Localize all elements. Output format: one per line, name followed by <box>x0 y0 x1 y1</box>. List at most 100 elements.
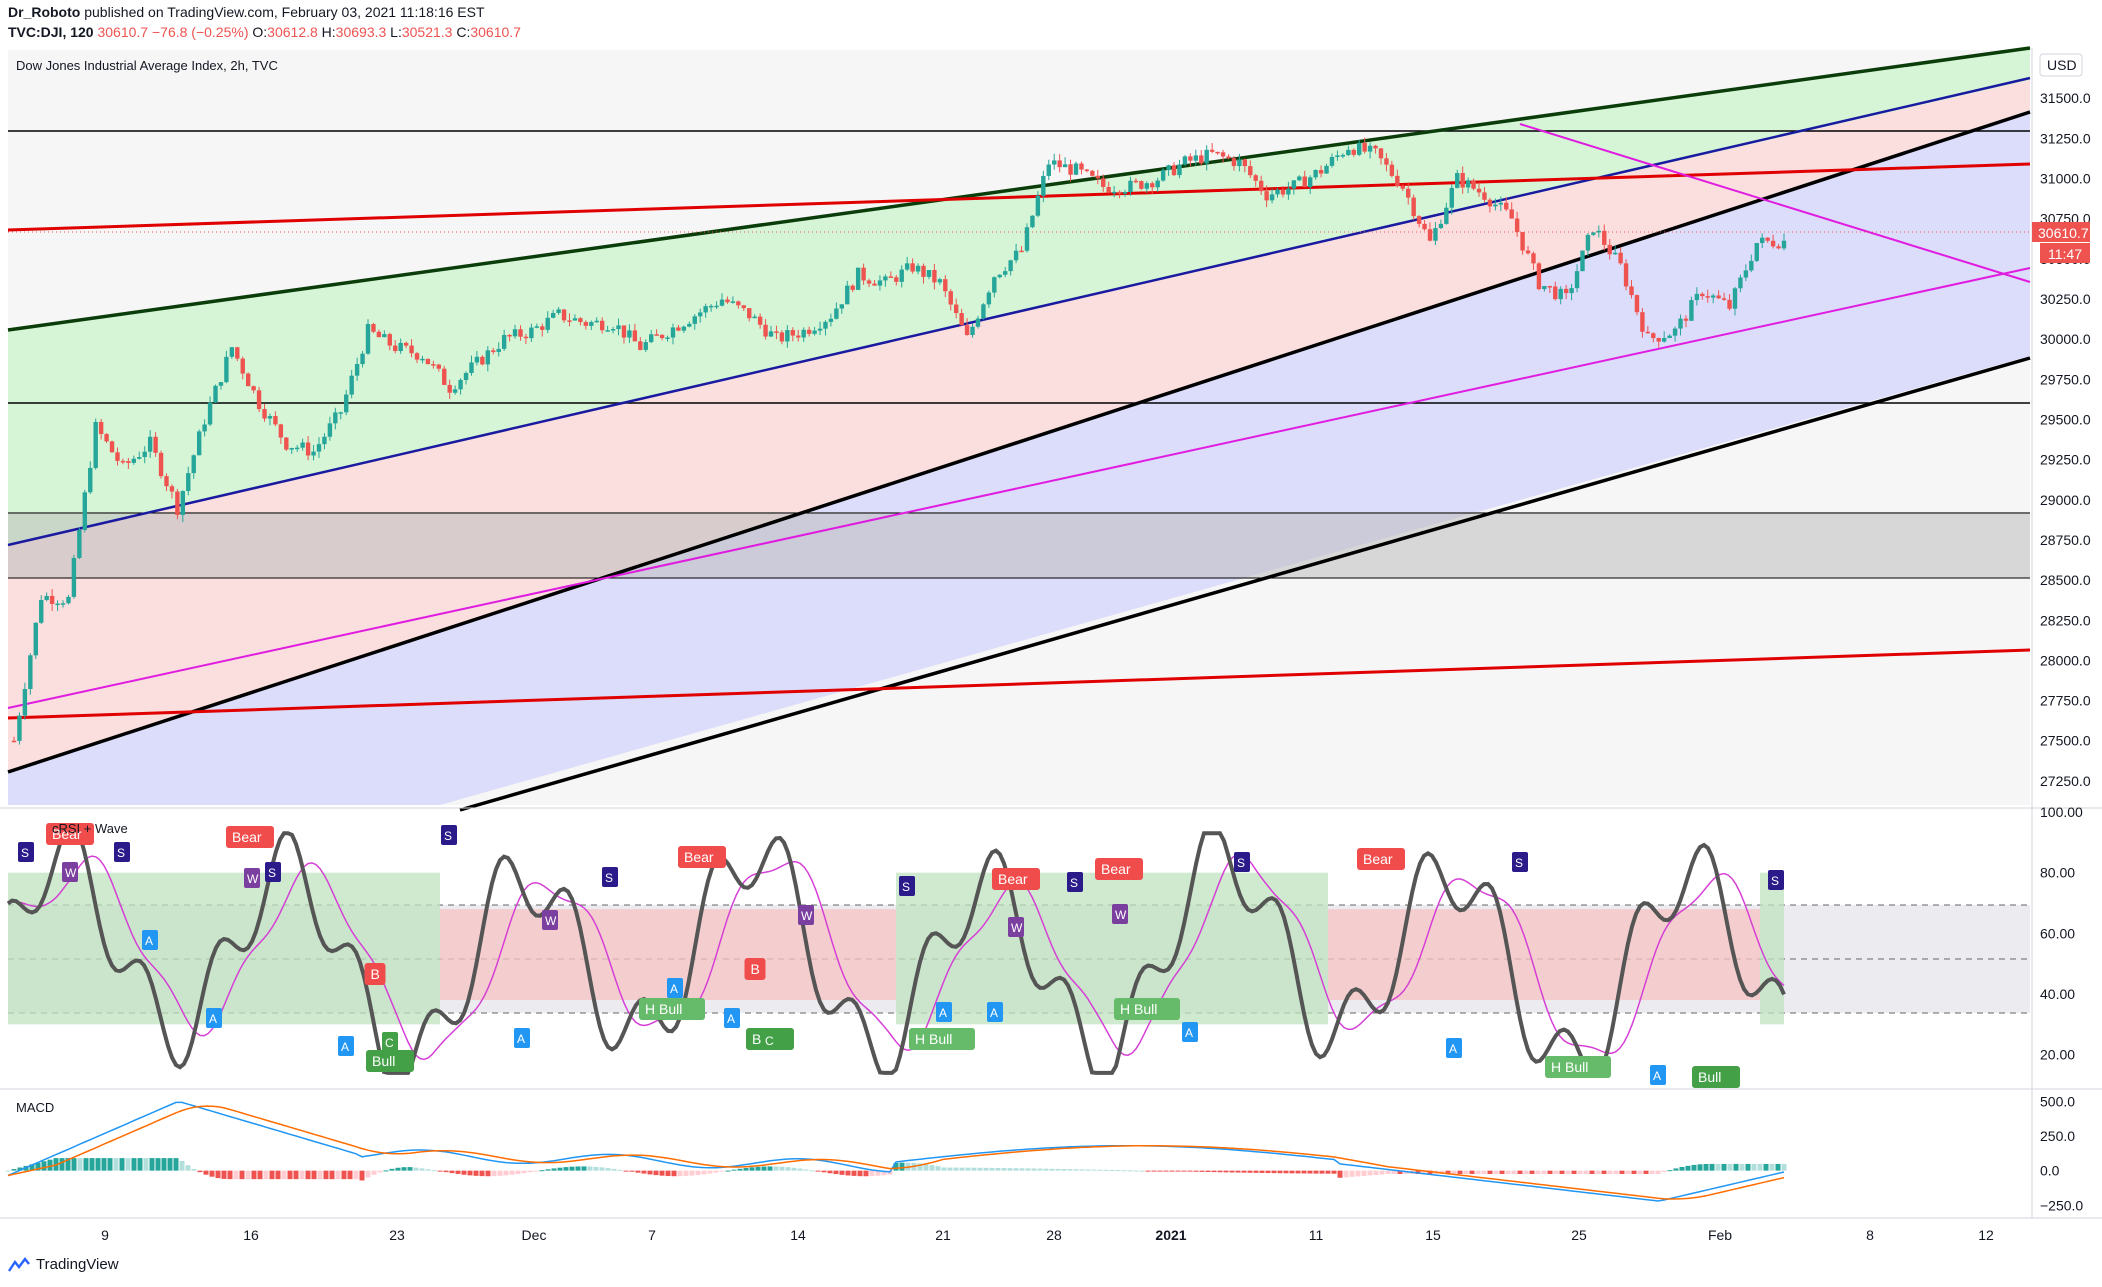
rsi-wave-badge[interactable] <box>602 867 618 887</box>
footer-brand[interactable]: TradingView <box>8 1256 119 1273</box>
rsi-wave-badge[interactable] <box>142 930 158 950</box>
rsi-signal-badge[interactable] <box>1692 1066 1740 1088</box>
rsi-wave-badge[interactable] <box>667 978 683 998</box>
macd-histogram-bar <box>1337 1170 1343 1178</box>
candle-body <box>82 492 87 530</box>
rsi-signal-badge[interactable] <box>992 868 1040 890</box>
candle-body <box>550 313 556 318</box>
macd-histogram-bar <box>1691 1164 1697 1171</box>
price-axis[interactable]: 31500.031250.031000.030750.030500.030250… <box>2040 90 2091 789</box>
candle-body <box>289 448 294 450</box>
channel-top-line[interactable] <box>7 46 2031 332</box>
magenta-trend-lower[interactable] <box>7 267 2031 709</box>
rsi-wave-badge[interactable] <box>798 905 814 925</box>
rsi-wave-badge[interactable] <box>936 1002 952 1022</box>
rsi-wave-badge[interactable] <box>724 1008 740 1028</box>
macd-histogram-bar <box>659 1170 665 1176</box>
rsi-signal-badge[interactable] <box>909 1028 975 1050</box>
candle-body <box>1335 155 1340 157</box>
price-tick-label: 28500.0 <box>2040 572 2091 588</box>
rsi-wave-badge[interactable] <box>514 1028 530 1048</box>
macd-histogram-bar <box>353 1170 359 1180</box>
candle-body <box>817 328 823 331</box>
rsi-signal-badge[interactable] <box>678 846 726 868</box>
macd-histogram-bar <box>1589 1170 1595 1174</box>
rsi-signal-badge[interactable] <box>1095 858 1143 880</box>
rsi-wave-badge[interactable] <box>987 1002 1003 1022</box>
rsi-signal-badge[interactable] <box>364 963 386 985</box>
rsi-cloud-segment <box>1328 909 1352 1001</box>
rsi-cloud-segment <box>1040 872 1064 1025</box>
symbol-label[interactable]: TVC:DJI, 120 <box>8 24 94 40</box>
candle-body <box>1302 176 1307 188</box>
rsi-wave-badge[interactable] <box>1008 917 1024 937</box>
macd-pane[interactable] <box>5 1101 1787 1202</box>
rsi-signal-badge[interactable] <box>1114 998 1180 1020</box>
rsi-signal-badge[interactable] <box>1545 1056 1611 1078</box>
currency-badge[interactable] <box>2039 53 2083 77</box>
candle-body <box>1122 192 1128 194</box>
rsi-wave-label: S <box>1237 856 1245 870</box>
rsi-signal-badge[interactable] <box>639 998 705 1020</box>
macd-histogram-bar <box>779 1166 785 1171</box>
candle-body <box>1269 194 1275 201</box>
rsi-wave-badge[interactable] <box>1067 872 1083 892</box>
macd-axis[interactable]: 500.0 250.0 0.0 −250.0 <box>2040 1093 2083 1213</box>
macd-histogram-bar <box>95 1158 101 1171</box>
rsi-wave-badge[interactable] <box>114 842 130 862</box>
rsi-wave-badge[interactable] <box>1768 870 1784 890</box>
candle-body <box>1721 298 1727 300</box>
rsi-wave-badge[interactable] <box>1112 904 1128 924</box>
rsi-wave-badge[interactable] <box>1182 1022 1198 1042</box>
rsi-pane[interactable]: BearBearBearBearBearBearBBBullBullBullH … <box>6 823 2030 1088</box>
time-axis[interactable]: 9 16 23 Dec 7 14 21 28 2021 11 15 25 Feb 8 12 <box>101 1227 1994 1243</box>
channel-mid-line[interactable] <box>7 76 2031 547</box>
rsi-wave-badge[interactable] <box>762 1030 778 1050</box>
macd-histogram-bar <box>1607 1170 1613 1174</box>
candle-body <box>1373 145 1378 149</box>
magenta-trend-upper[interactable] <box>1519 123 2031 283</box>
red-trend-upper[interactable] <box>7 162 2031 232</box>
candle-body <box>295 447 300 450</box>
candle-body <box>11 740 17 743</box>
rsi-wave-badge[interactable] <box>1446 1038 1462 1058</box>
red-trend-lower[interactable] <box>7 648 2031 720</box>
rsi-wave-badge[interactable] <box>382 1032 398 1052</box>
rsi-wave-label: S <box>605 871 613 885</box>
rsi-axis[interactable]: 100.00 80.00 60.00 40.00 20.00 <box>2040 804 2083 1063</box>
rsi-wave-badge[interactable] <box>899 876 915 896</box>
rsi-signal-badge[interactable] <box>1357 848 1405 870</box>
candle-body <box>932 269 937 283</box>
channel-bottom-line[interactable] <box>459 356 2031 812</box>
rsi-signal-badge[interactable] <box>226 826 274 848</box>
rsi-wave-badge[interactable] <box>542 910 558 930</box>
rsi-wave-badge[interactable] <box>338 1036 354 1056</box>
rsi-wave-badge[interactable] <box>1650 1065 1666 1085</box>
rsi-wave-badge[interactable] <box>244 868 260 888</box>
rsi-signal-badge[interactable] <box>744 958 766 980</box>
author-name[interactable]: Dr_Roboto <box>8 4 81 20</box>
rsi-wave-badge[interactable] <box>18 842 34 862</box>
rsi-signal-badge[interactable] <box>46 823 94 845</box>
rsi-signal-badge[interactable] <box>366 1050 414 1072</box>
rsi-wave-badge[interactable] <box>441 825 457 845</box>
candle-body <box>1661 338 1667 342</box>
price-tick-label: 31000.0 <box>2040 171 2091 187</box>
candle-body <box>806 329 812 334</box>
candle-body <box>540 326 545 330</box>
candle-body <box>28 655 33 690</box>
rsi-wave-badge[interactable] <box>265 862 281 882</box>
candle-body <box>1166 165 1171 170</box>
macd-histogram-bar <box>647 1170 653 1175</box>
candle-body <box>959 313 964 326</box>
rsi-wave-badge[interactable] <box>1234 852 1250 872</box>
rsi-wave-badge[interactable] <box>206 1008 222 1028</box>
rsi-wave-badge[interactable] <box>1512 852 1528 872</box>
channel-lower-line[interactable] <box>7 110 2031 774</box>
macd-histogram-bar <box>1727 1163 1733 1171</box>
rsi-wave-label: A <box>670 982 678 996</box>
macd-histogram-bar <box>275 1170 281 1180</box>
candle-body <box>1781 240 1787 249</box>
rsi-wave-badge[interactable] <box>62 862 78 882</box>
